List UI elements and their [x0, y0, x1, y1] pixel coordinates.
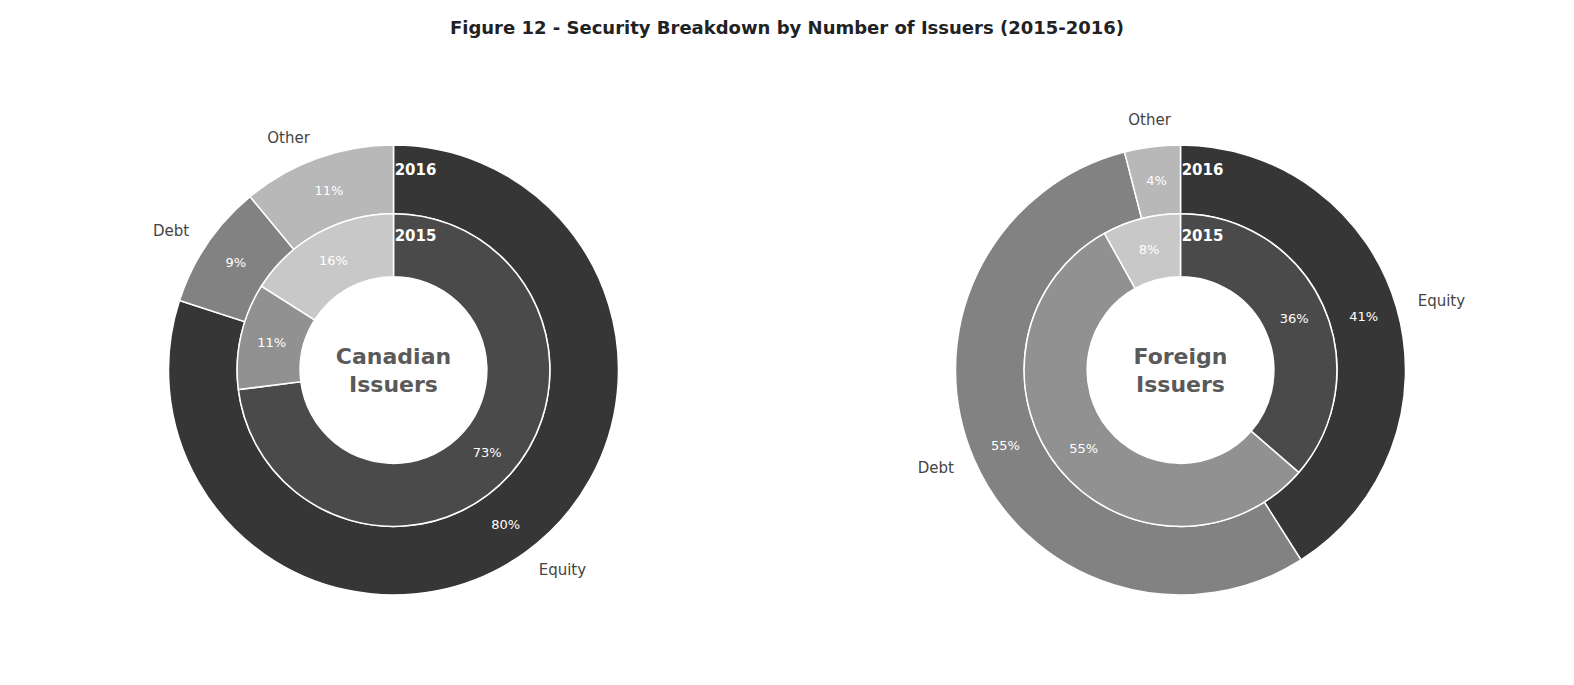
ring-label: 2015 — [1182, 227, 1224, 245]
ring-label: 2016 — [395, 161, 437, 179]
category-label: Equity — [1418, 292, 1466, 310]
data-label: 55% — [1069, 441, 1098, 456]
donut: 41% 55% 4% 2016 36% 55% 8% 2015 Equity Debt Other F… — [918, 111, 1466, 595]
ring-label: 2016 — [1182, 161, 1224, 179]
data-label: 73% — [473, 445, 502, 460]
data-label: 9% — [225, 255, 246, 270]
category-label: Other — [267, 129, 310, 147]
wedge — [168, 145, 618, 595]
category-label: Other — [1128, 111, 1171, 129]
donut: 80% 9% 11% 2016 73% 11% 16% 2015 Equity Debt Other… — [153, 129, 618, 595]
data-label: 4% — [1146, 173, 1167, 188]
title: Figure 12 - Security Breakdown by Number… — [450, 17, 1124, 38]
wedge — [1125, 145, 1181, 219]
data-label: 16% — [319, 253, 348, 268]
wedge — [261, 214, 393, 320]
center-label: CanadianIssuers — [336, 344, 451, 397]
category-label: Debt — [918, 459, 954, 477]
category-label: Debt — [153, 222, 189, 240]
data-label: 55% — [991, 438, 1020, 453]
ring-label: 2015 — [395, 227, 437, 245]
category-label: Equity — [539, 561, 587, 579]
data-label: 41% — [1349, 309, 1378, 324]
data-label: 80% — [491, 517, 520, 532]
center-label: ForeignIssuers — [1134, 344, 1228, 397]
data-label: 11% — [257, 335, 286, 350]
wedge — [955, 152, 1301, 595]
data-label: 11% — [314, 183, 343, 198]
wedge — [1104, 214, 1180, 289]
chart: Figure 12 - Security Breakdown by Number… — [0, 0, 1574, 685]
data-label: 8% — [1139, 242, 1160, 257]
data-label: 36% — [1280, 311, 1309, 326]
